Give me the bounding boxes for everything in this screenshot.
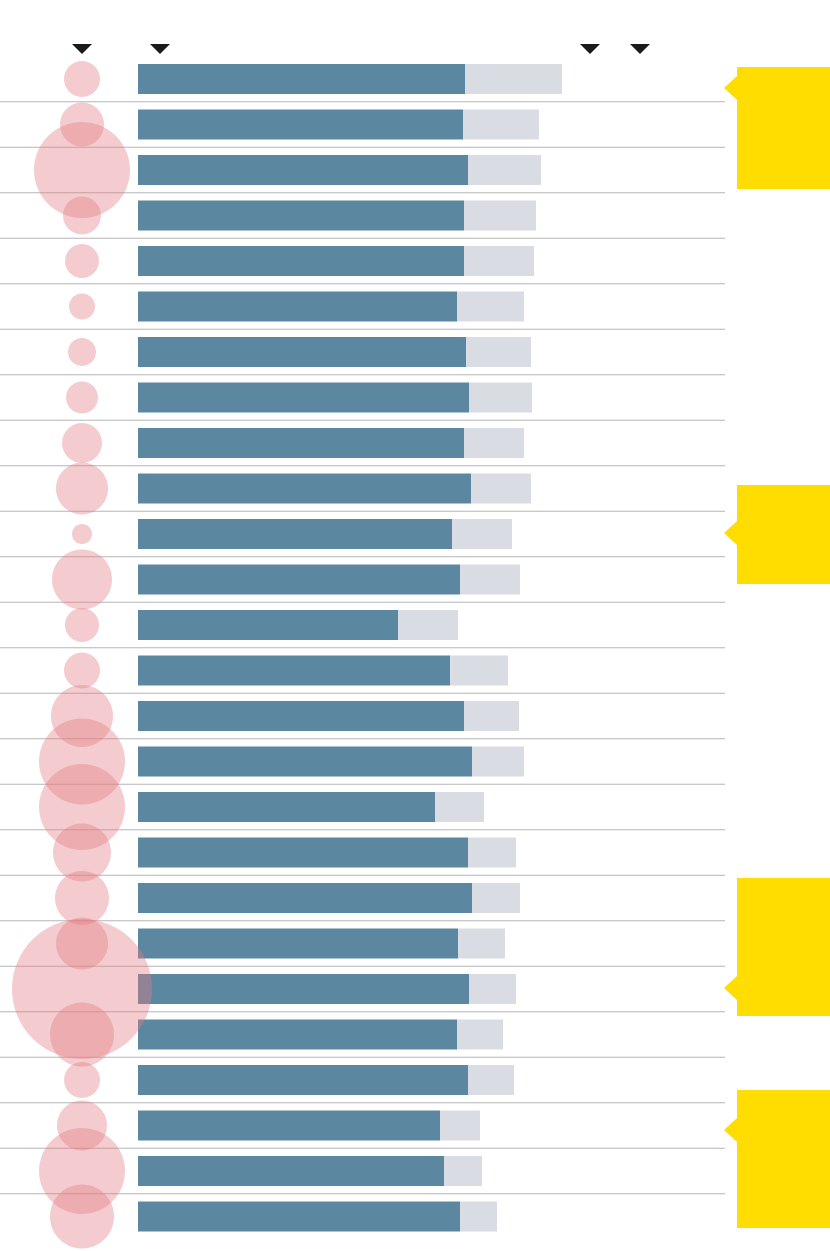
- bubble: [55, 871, 109, 925]
- bar: [138, 155, 468, 185]
- bubble: [64, 1062, 100, 1098]
- sort-arrow[interactable]: [630, 44, 650, 54]
- bubble: [52, 549, 112, 610]
- bar: [138, 746, 472, 777]
- bubble: [39, 1128, 125, 1214]
- bar: [138, 109, 463, 140]
- bar: [138, 382, 469, 413]
- bar: [138, 974, 469, 1004]
- bubble: [50, 1002, 114, 1067]
- rows: [0, 64, 725, 1232]
- bar: [138, 792, 435, 822]
- bar: [138, 883, 472, 913]
- callout: [724, 878, 830, 1016]
- bubble: [63, 196, 101, 235]
- bar: [138, 610, 398, 640]
- bubble: [62, 423, 102, 463]
- bubble: [56, 917, 108, 970]
- bar: [138, 246, 464, 276]
- bar: [138, 837, 468, 868]
- sort-arrow[interactable]: [72, 44, 92, 54]
- bar: [138, 1110, 440, 1141]
- header-markers: [72, 44, 650, 54]
- bubble: [60, 102, 104, 147]
- callout: [724, 67, 830, 189]
- bubble: [65, 244, 99, 278]
- bubble: [34, 122, 130, 218]
- bar: [138, 291, 457, 322]
- bar: [138, 200, 464, 231]
- bar: [138, 473, 471, 504]
- bar: [138, 564, 460, 595]
- bubble: [72, 524, 92, 544]
- bubble: [66, 381, 98, 414]
- bubble: [68, 338, 96, 366]
- bubble: [57, 1100, 107, 1151]
- bar: [138, 1201, 460, 1232]
- bubble: [53, 823, 111, 882]
- sort-arrow[interactable]: [580, 44, 600, 54]
- bar: [138, 428, 464, 458]
- bar: [138, 655, 450, 686]
- bubble: [51, 685, 113, 747]
- bar: [138, 337, 466, 367]
- bar: [138, 519, 452, 549]
- bar: [138, 928, 458, 959]
- bubble: [56, 462, 108, 515]
- bubble: [39, 764, 125, 850]
- bubble: [65, 608, 99, 642]
- bubble: [50, 1184, 114, 1249]
- bubbles: [12, 61, 152, 1249]
- bar: [138, 701, 464, 731]
- bar: [138, 1019, 457, 1050]
- sort-arrow[interactable]: [150, 44, 170, 54]
- bar: [138, 64, 465, 94]
- bar: [138, 1065, 468, 1095]
- bubble: [69, 293, 95, 320]
- callout: [724, 485, 830, 584]
- bubble: [12, 919, 152, 1059]
- bubble: [64, 652, 100, 689]
- bar: [138, 1156, 444, 1186]
- bubble: [39, 718, 125, 805]
- callout: [724, 1090, 830, 1228]
- callouts: [724, 67, 830, 1228]
- bubble: [64, 61, 100, 97]
